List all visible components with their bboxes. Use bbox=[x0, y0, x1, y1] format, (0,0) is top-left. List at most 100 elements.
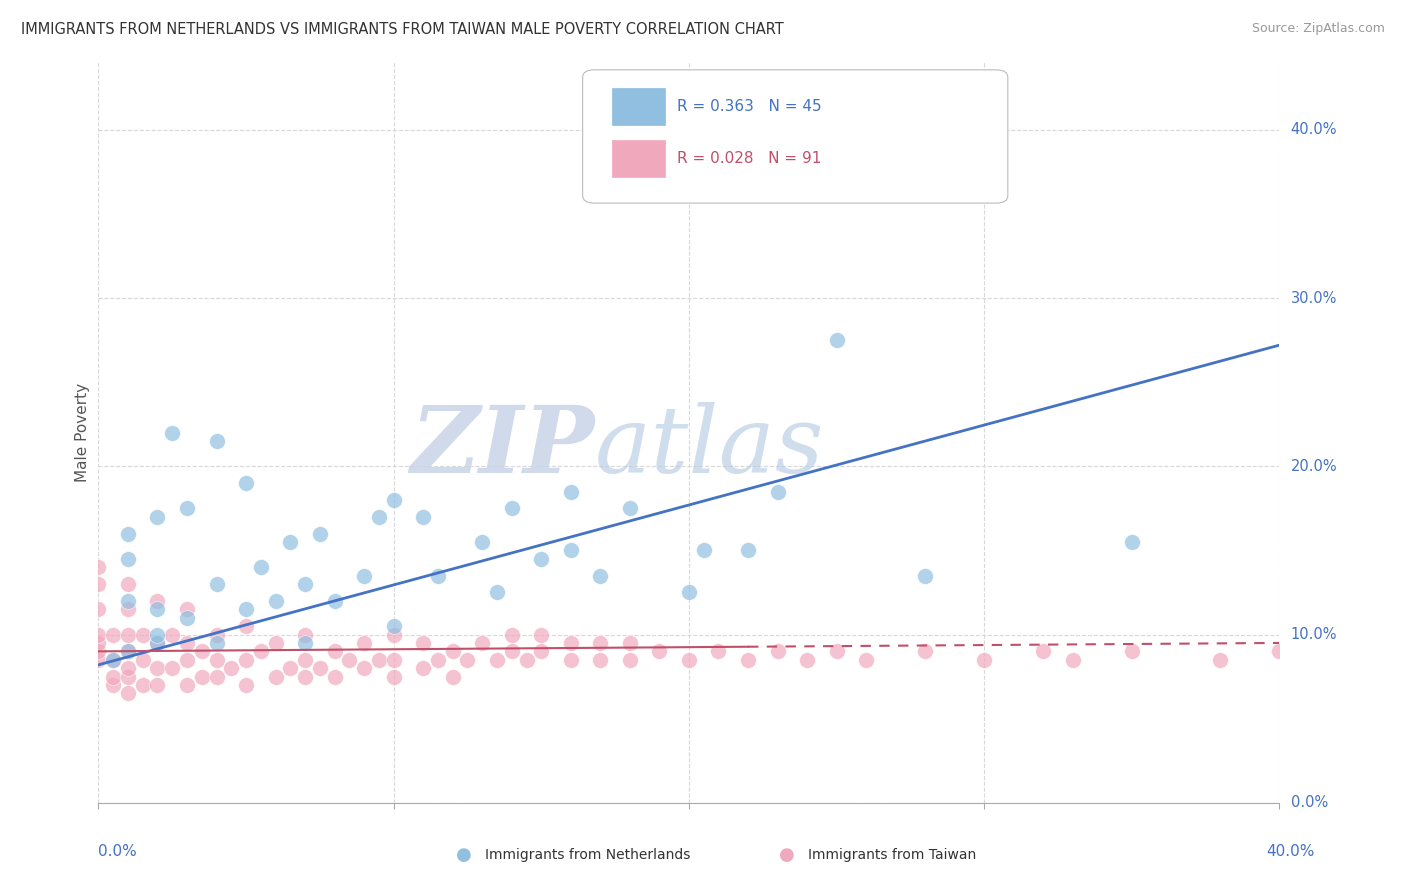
Point bbox=[368, 509, 391, 524]
Point bbox=[205, 627, 228, 641]
Point bbox=[235, 476, 257, 491]
Point bbox=[619, 636, 641, 650]
Point bbox=[530, 644, 553, 658]
Point bbox=[323, 594, 346, 608]
Point bbox=[382, 653, 405, 667]
Point bbox=[294, 627, 316, 641]
Point bbox=[117, 670, 139, 684]
Point bbox=[117, 594, 139, 608]
Point bbox=[87, 636, 110, 650]
Point bbox=[87, 560, 110, 574]
Point bbox=[176, 602, 198, 616]
Point bbox=[707, 644, 730, 658]
Point bbox=[117, 577, 139, 591]
Point bbox=[589, 568, 612, 582]
Point bbox=[412, 661, 434, 675]
Point bbox=[501, 501, 523, 516]
Point bbox=[264, 670, 287, 684]
Point bbox=[205, 636, 228, 650]
Point bbox=[117, 551, 139, 566]
Point bbox=[368, 653, 391, 667]
Point bbox=[1268, 644, 1291, 658]
Point bbox=[103, 627, 125, 641]
Point bbox=[117, 644, 139, 658]
Text: 10.0%: 10.0% bbox=[1291, 627, 1337, 642]
Point bbox=[146, 636, 169, 650]
Point bbox=[103, 678, 125, 692]
Point bbox=[382, 492, 405, 507]
Point bbox=[205, 577, 228, 591]
FancyBboxPatch shape bbox=[612, 88, 665, 126]
Point bbox=[560, 636, 582, 650]
Text: 40.0%: 40.0% bbox=[1267, 845, 1315, 859]
Point bbox=[191, 670, 214, 684]
Text: atlas: atlas bbox=[595, 402, 824, 492]
Point bbox=[146, 627, 169, 641]
Point bbox=[501, 644, 523, 658]
Point bbox=[737, 543, 759, 558]
Point bbox=[294, 653, 316, 667]
Point bbox=[117, 686, 139, 700]
Point bbox=[353, 568, 375, 582]
Text: ●: ● bbox=[779, 846, 796, 863]
Point bbox=[973, 653, 995, 667]
Point bbox=[560, 653, 582, 667]
Point bbox=[117, 661, 139, 675]
Text: R = 0.028   N = 91: R = 0.028 N = 91 bbox=[678, 151, 821, 166]
Point bbox=[619, 653, 641, 667]
Point bbox=[825, 644, 848, 658]
Point bbox=[678, 585, 700, 599]
Text: 20.0%: 20.0% bbox=[1291, 458, 1337, 474]
Point bbox=[339, 653, 361, 667]
Point bbox=[294, 577, 316, 591]
Point bbox=[560, 484, 582, 499]
Text: 0.0%: 0.0% bbox=[1291, 796, 1327, 810]
Point bbox=[441, 644, 464, 658]
Point bbox=[427, 568, 450, 582]
Point bbox=[382, 619, 405, 633]
Point bbox=[176, 610, 198, 624]
Point bbox=[471, 636, 494, 650]
Point bbox=[162, 627, 183, 641]
Point bbox=[117, 602, 139, 616]
Point bbox=[205, 670, 228, 684]
Text: 30.0%: 30.0% bbox=[1291, 291, 1337, 305]
Point bbox=[250, 644, 273, 658]
Text: ZIP: ZIP bbox=[411, 402, 595, 492]
FancyBboxPatch shape bbox=[582, 70, 1008, 203]
Y-axis label: Male Poverty: Male Poverty bbox=[75, 383, 90, 483]
Text: 0.0%: 0.0% bbox=[98, 845, 138, 859]
Point bbox=[235, 602, 257, 616]
Point bbox=[87, 577, 110, 591]
Point bbox=[323, 644, 346, 658]
Point bbox=[132, 653, 155, 667]
Point bbox=[294, 636, 316, 650]
Point bbox=[382, 627, 405, 641]
Point bbox=[146, 661, 169, 675]
Text: ●: ● bbox=[456, 846, 472, 863]
Point bbox=[412, 509, 434, 524]
FancyBboxPatch shape bbox=[612, 140, 665, 178]
Point bbox=[427, 653, 450, 667]
Point bbox=[309, 661, 332, 675]
Point bbox=[280, 661, 302, 675]
Point bbox=[737, 653, 759, 667]
Point bbox=[530, 551, 553, 566]
Point bbox=[648, 644, 671, 658]
Point bbox=[486, 585, 509, 599]
Point bbox=[146, 602, 169, 616]
Point bbox=[796, 653, 818, 667]
Point bbox=[162, 661, 183, 675]
Point bbox=[176, 653, 198, 667]
Point bbox=[205, 434, 228, 448]
Point bbox=[353, 636, 375, 650]
Point bbox=[516, 653, 538, 667]
Text: Immigrants from Taiwan: Immigrants from Taiwan bbox=[808, 847, 977, 862]
Point bbox=[1121, 535, 1143, 549]
Point bbox=[250, 560, 273, 574]
Point bbox=[117, 644, 139, 658]
Point bbox=[589, 636, 612, 650]
Text: Source: ZipAtlas.com: Source: ZipAtlas.com bbox=[1251, 22, 1385, 36]
Point bbox=[132, 627, 155, 641]
Point bbox=[309, 526, 332, 541]
